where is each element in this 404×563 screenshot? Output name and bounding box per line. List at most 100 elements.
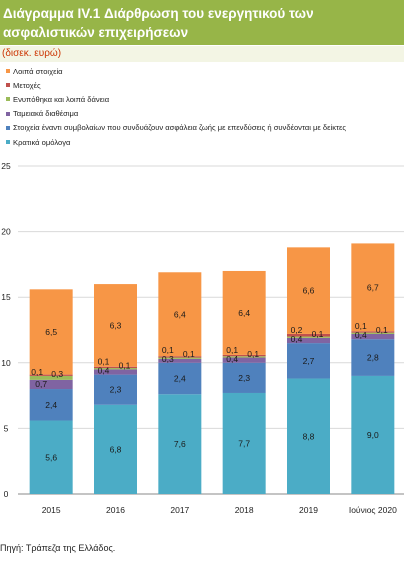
data-label: 0,4 (226, 354, 238, 364)
data-label: 0,4 (355, 330, 367, 340)
bar-segment (351, 331, 395, 333)
legend-label: Ταμειακά διαθέσιμα (13, 109, 79, 119)
bar-segment (222, 270, 266, 355)
bar-segment (222, 356, 266, 358)
bar-segment (158, 358, 202, 363)
subtitle-bar: (δισεκ. ευρώ) (0, 46, 404, 62)
y-tick-label: 5 (4, 423, 9, 433)
bar-segment (222, 354, 266, 357)
data-label: 6,4 (174, 309, 186, 319)
bar-segment (351, 339, 395, 376)
legend-label: Λοιπά στοιχεία (13, 66, 63, 76)
legend-item: Λοιπά στοιχεία (6, 64, 346, 78)
bar-segment (287, 343, 330, 379)
bar-segment (158, 356, 202, 358)
legend-swatch (6, 69, 10, 74)
data-label: 0,1 (162, 345, 174, 355)
bar-segment (287, 337, 330, 344)
data-label: 0,4 (98, 366, 110, 376)
bar-segment (29, 389, 73, 421)
bar-segment (94, 284, 137, 367)
x-tick-label: Ιούνιος 2020 (349, 505, 397, 515)
x-tick-label: 2017 (170, 505, 189, 515)
bar-segment (287, 378, 330, 494)
bar-segment (29, 379, 73, 390)
y-tick-label: 10 (1, 358, 11, 368)
bar-segment (351, 243, 395, 332)
legend-item: Ενυπόθηκα και λοιπά δάνεια (6, 92, 346, 106)
title-bar: Διάγραμμα IV.1 Διάρθρωση του ενεργητικού… (0, 0, 404, 45)
bar-segment (29, 374, 73, 376)
bar-segment (29, 289, 73, 375)
data-label: 0,7 (35, 379, 47, 389)
data-label: 0,1 (355, 321, 367, 331)
data-label: 0,1 (376, 325, 388, 335)
y-tick-label: 20 (1, 227, 11, 237)
y-tick-label: 15 (1, 292, 11, 302)
data-label: 6,5 (45, 327, 57, 337)
y-tick-label: 25 (1, 161, 11, 171)
legend-swatch (6, 111, 10, 116)
legend: Λοιπά στοιχεία Μετοχές Ενυπόθηκα και λοιπά… (6, 64, 346, 149)
bar-segment (158, 394, 202, 494)
data-label: 2,4 (45, 400, 57, 410)
bar-segment (158, 362, 202, 395)
data-label: 0,1 (119, 361, 131, 371)
data-label: 2,7 (303, 356, 315, 366)
data-label: 7,6 (174, 439, 186, 449)
y-tick-label: 0 (4, 489, 9, 499)
data-label: 0,3 (51, 369, 63, 379)
data-label: 2,3 (238, 373, 250, 383)
data-label: 0,3 (162, 354, 174, 364)
data-label: 0,2 (291, 325, 303, 335)
bar-segment (351, 375, 395, 494)
bar-segment (94, 404, 137, 494)
legend-swatch (6, 97, 10, 102)
bar-segment (94, 368, 137, 370)
bar-segment (158, 272, 202, 357)
bar-segment (351, 332, 395, 334)
legend-item: Κρατικά ομόλογα (6, 135, 346, 149)
data-label: 8,8 (303, 431, 315, 441)
data-label: 9,0 (367, 430, 379, 440)
bar-segment (287, 336, 330, 338)
bar-segment (29, 375, 73, 380)
chart-title-line-1: Διάγραμμα IV.1 Διάρθρωση του ενεργητικού… (3, 6, 314, 21)
data-label: 6,3 (110, 320, 122, 330)
data-label: 5,6 (45, 452, 57, 462)
legend-item: Μετοχές (6, 78, 346, 92)
chart-subtitle: (δισεκ. ευρώ) (2, 48, 62, 59)
data-label: 0,1 (226, 345, 238, 355)
x-tick-label: 2018 (235, 505, 254, 515)
data-label: 2,3 (110, 385, 122, 395)
bar-segment (29, 420, 73, 494)
bar-segment (94, 374, 137, 405)
legend-label: Στοιχεία έναντι συμβολαίων που συνδυάζου… (13, 123, 347, 133)
data-label: 0,4 (291, 334, 303, 344)
legend-label: Μετοχές (13, 80, 41, 90)
x-tick-label: 2016 (106, 505, 125, 515)
data-label: 2,4 (174, 374, 186, 384)
bar-segment (287, 333, 330, 337)
data-label: 6,8 (110, 444, 122, 454)
bar-segment (94, 369, 137, 375)
bar-segment (94, 366, 137, 369)
x-tick-label: 2019 (299, 505, 318, 515)
legend-label: Ενυπόθηκα και λοιπά δάνεια (13, 94, 110, 104)
bar-segment (158, 357, 202, 359)
data-label: 0,1 (98, 357, 110, 367)
data-label: 2,8 (367, 353, 379, 363)
bar-segment (287, 247, 330, 334)
legend-swatch (6, 140, 10, 145)
legend-label: Κρατικά ομόλογα (13, 137, 71, 147)
data-label: 6,4 (238, 308, 250, 318)
legend-item: Ταμειακά διαθέσιμα (6, 107, 346, 121)
legend-item: Στοιχεία έναντι συμβολαίων που συνδυάζου… (6, 121, 346, 135)
data-label: 6,7 (367, 282, 379, 292)
data-label: 0,1 (312, 329, 324, 339)
data-label: 0,1 (31, 367, 43, 377)
chart-title-line-2: ασφαλιστικών επιχειρήσεων (3, 25, 189, 40)
legend-swatch (6, 125, 10, 130)
data-label: 0,1 (183, 349, 195, 359)
bar-segment (222, 392, 266, 494)
